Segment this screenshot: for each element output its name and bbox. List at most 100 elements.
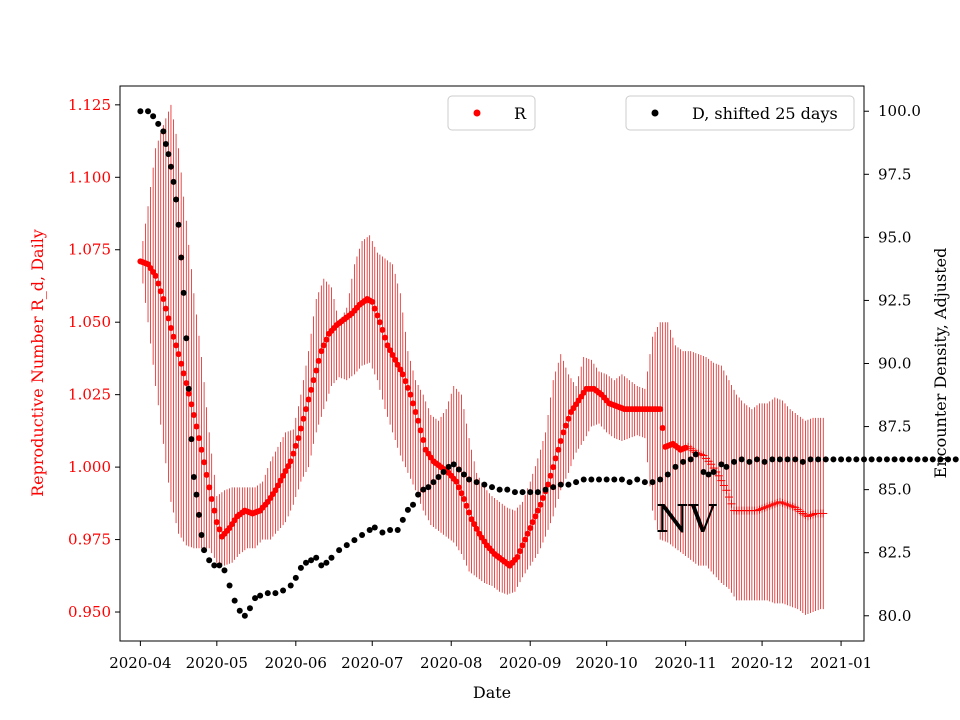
d-point bbox=[190, 474, 197, 481]
r-point bbox=[216, 526, 223, 533]
d-point bbox=[292, 574, 299, 581]
r-point bbox=[545, 481, 552, 488]
right-y-tick-label: 90.0 bbox=[878, 355, 911, 373]
right-y-tick-label: 87.5 bbox=[878, 418, 911, 436]
r-point bbox=[404, 384, 411, 391]
right-y-tick-label: 92.5 bbox=[878, 291, 911, 309]
d-point bbox=[891, 456, 898, 463]
d-point bbox=[731, 458, 738, 465]
r-point bbox=[323, 336, 330, 343]
d-point bbox=[710, 468, 717, 475]
d-point bbox=[705, 471, 712, 478]
r-point bbox=[717, 476, 726, 485]
d-point bbox=[145, 108, 152, 115]
d-point bbox=[799, 458, 806, 465]
legend-r: R bbox=[447, 95, 536, 131]
r-point bbox=[371, 305, 378, 312]
right-y-tick-label: 85.0 bbox=[878, 481, 911, 499]
x-tick-label: 2020-05 bbox=[186, 654, 248, 672]
d-point bbox=[201, 547, 208, 554]
right-y-tick-label: 97.5 bbox=[878, 165, 911, 183]
d-point bbox=[394, 527, 401, 533]
r-point bbox=[287, 458, 294, 465]
d-point bbox=[626, 479, 633, 486]
d-point bbox=[185, 385, 192, 392]
x-tick-label: 2020-10 bbox=[575, 654, 637, 672]
r-point bbox=[198, 446, 205, 453]
r-point bbox=[290, 450, 297, 457]
r-point bbox=[274, 482, 281, 489]
r-point bbox=[682, 444, 689, 451]
d-point bbox=[481, 481, 488, 488]
r-point bbox=[514, 553, 521, 560]
r-point bbox=[524, 530, 531, 537]
d-point bbox=[868, 456, 875, 463]
d-point bbox=[838, 456, 845, 463]
r-point bbox=[208, 495, 215, 502]
d-point bbox=[435, 474, 442, 481]
r-point bbox=[529, 519, 536, 526]
d-point bbox=[952, 456, 959, 463]
d-point bbox=[170, 178, 177, 185]
r-point bbox=[201, 459, 208, 466]
d-point bbox=[450, 461, 457, 468]
r-point bbox=[412, 409, 419, 416]
d-point bbox=[776, 456, 783, 463]
d-point bbox=[700, 468, 707, 475]
d-point bbox=[769, 456, 776, 463]
d-point bbox=[425, 484, 432, 491]
left-y-tick-label: 1.100 bbox=[68, 168, 111, 186]
r-point bbox=[376, 319, 383, 326]
legend-r-marker bbox=[473, 109, 481, 117]
r-point bbox=[155, 280, 162, 287]
d-point bbox=[313, 554, 320, 561]
d-point bbox=[318, 562, 325, 569]
r-point bbox=[537, 501, 544, 508]
d-point bbox=[379, 529, 386, 536]
d-point bbox=[649, 479, 656, 486]
left-y-axis: 0.950 0.975 1.000 1.025 1.050 1.075 1.100 1.125 bbox=[68, 96, 120, 621]
right-y-tick-label: 80.0 bbox=[878, 607, 911, 625]
right-y-tick-label: 100.0 bbox=[878, 102, 921, 120]
d-point bbox=[198, 532, 205, 539]
right-y-axis-label: Encounter Density, Adjusted bbox=[931, 248, 950, 479]
d-point bbox=[195, 511, 202, 518]
r-point bbox=[562, 422, 569, 429]
r-point bbox=[557, 438, 564, 445]
legend-d-label: D, shifted 25 days bbox=[692, 104, 838, 123]
d-point bbox=[399, 516, 406, 523]
r-point bbox=[305, 396, 312, 403]
d-point bbox=[680, 458, 687, 465]
d-point bbox=[455, 466, 462, 473]
r-point bbox=[211, 507, 218, 514]
left-y-tick-label: 1.025 bbox=[68, 386, 111, 404]
d-point bbox=[359, 532, 366, 539]
d-point bbox=[257, 592, 264, 599]
r-point bbox=[381, 334, 388, 341]
state-annotation: NV bbox=[656, 497, 717, 541]
d-point bbox=[466, 476, 473, 483]
r-point bbox=[394, 361, 401, 368]
r-point bbox=[162, 305, 169, 312]
d-point bbox=[550, 484, 557, 491]
d-point bbox=[206, 557, 213, 564]
r-point bbox=[463, 502, 470, 509]
left-y-tick-label: 1.000 bbox=[68, 458, 111, 476]
r-point bbox=[203, 471, 210, 478]
d-point bbox=[573, 479, 580, 486]
r-point bbox=[384, 342, 391, 349]
r-point bbox=[157, 288, 164, 295]
r-point bbox=[374, 312, 381, 319]
d-point bbox=[664, 471, 671, 478]
r-series bbox=[137, 258, 828, 569]
d-point bbox=[830, 456, 837, 463]
d-point bbox=[216, 562, 223, 569]
r-point bbox=[552, 455, 559, 462]
d-point bbox=[351, 537, 358, 544]
right-y-axis: 80.0 82.5 85.0 87.5 90.0 92.5 95.0 97.5 100.0 bbox=[864, 102, 921, 625]
d-point bbox=[899, 456, 906, 463]
legend-r-box bbox=[447, 95, 536, 131]
r-point bbox=[318, 348, 325, 355]
r-point bbox=[417, 427, 424, 434]
r-point bbox=[719, 481, 728, 490]
